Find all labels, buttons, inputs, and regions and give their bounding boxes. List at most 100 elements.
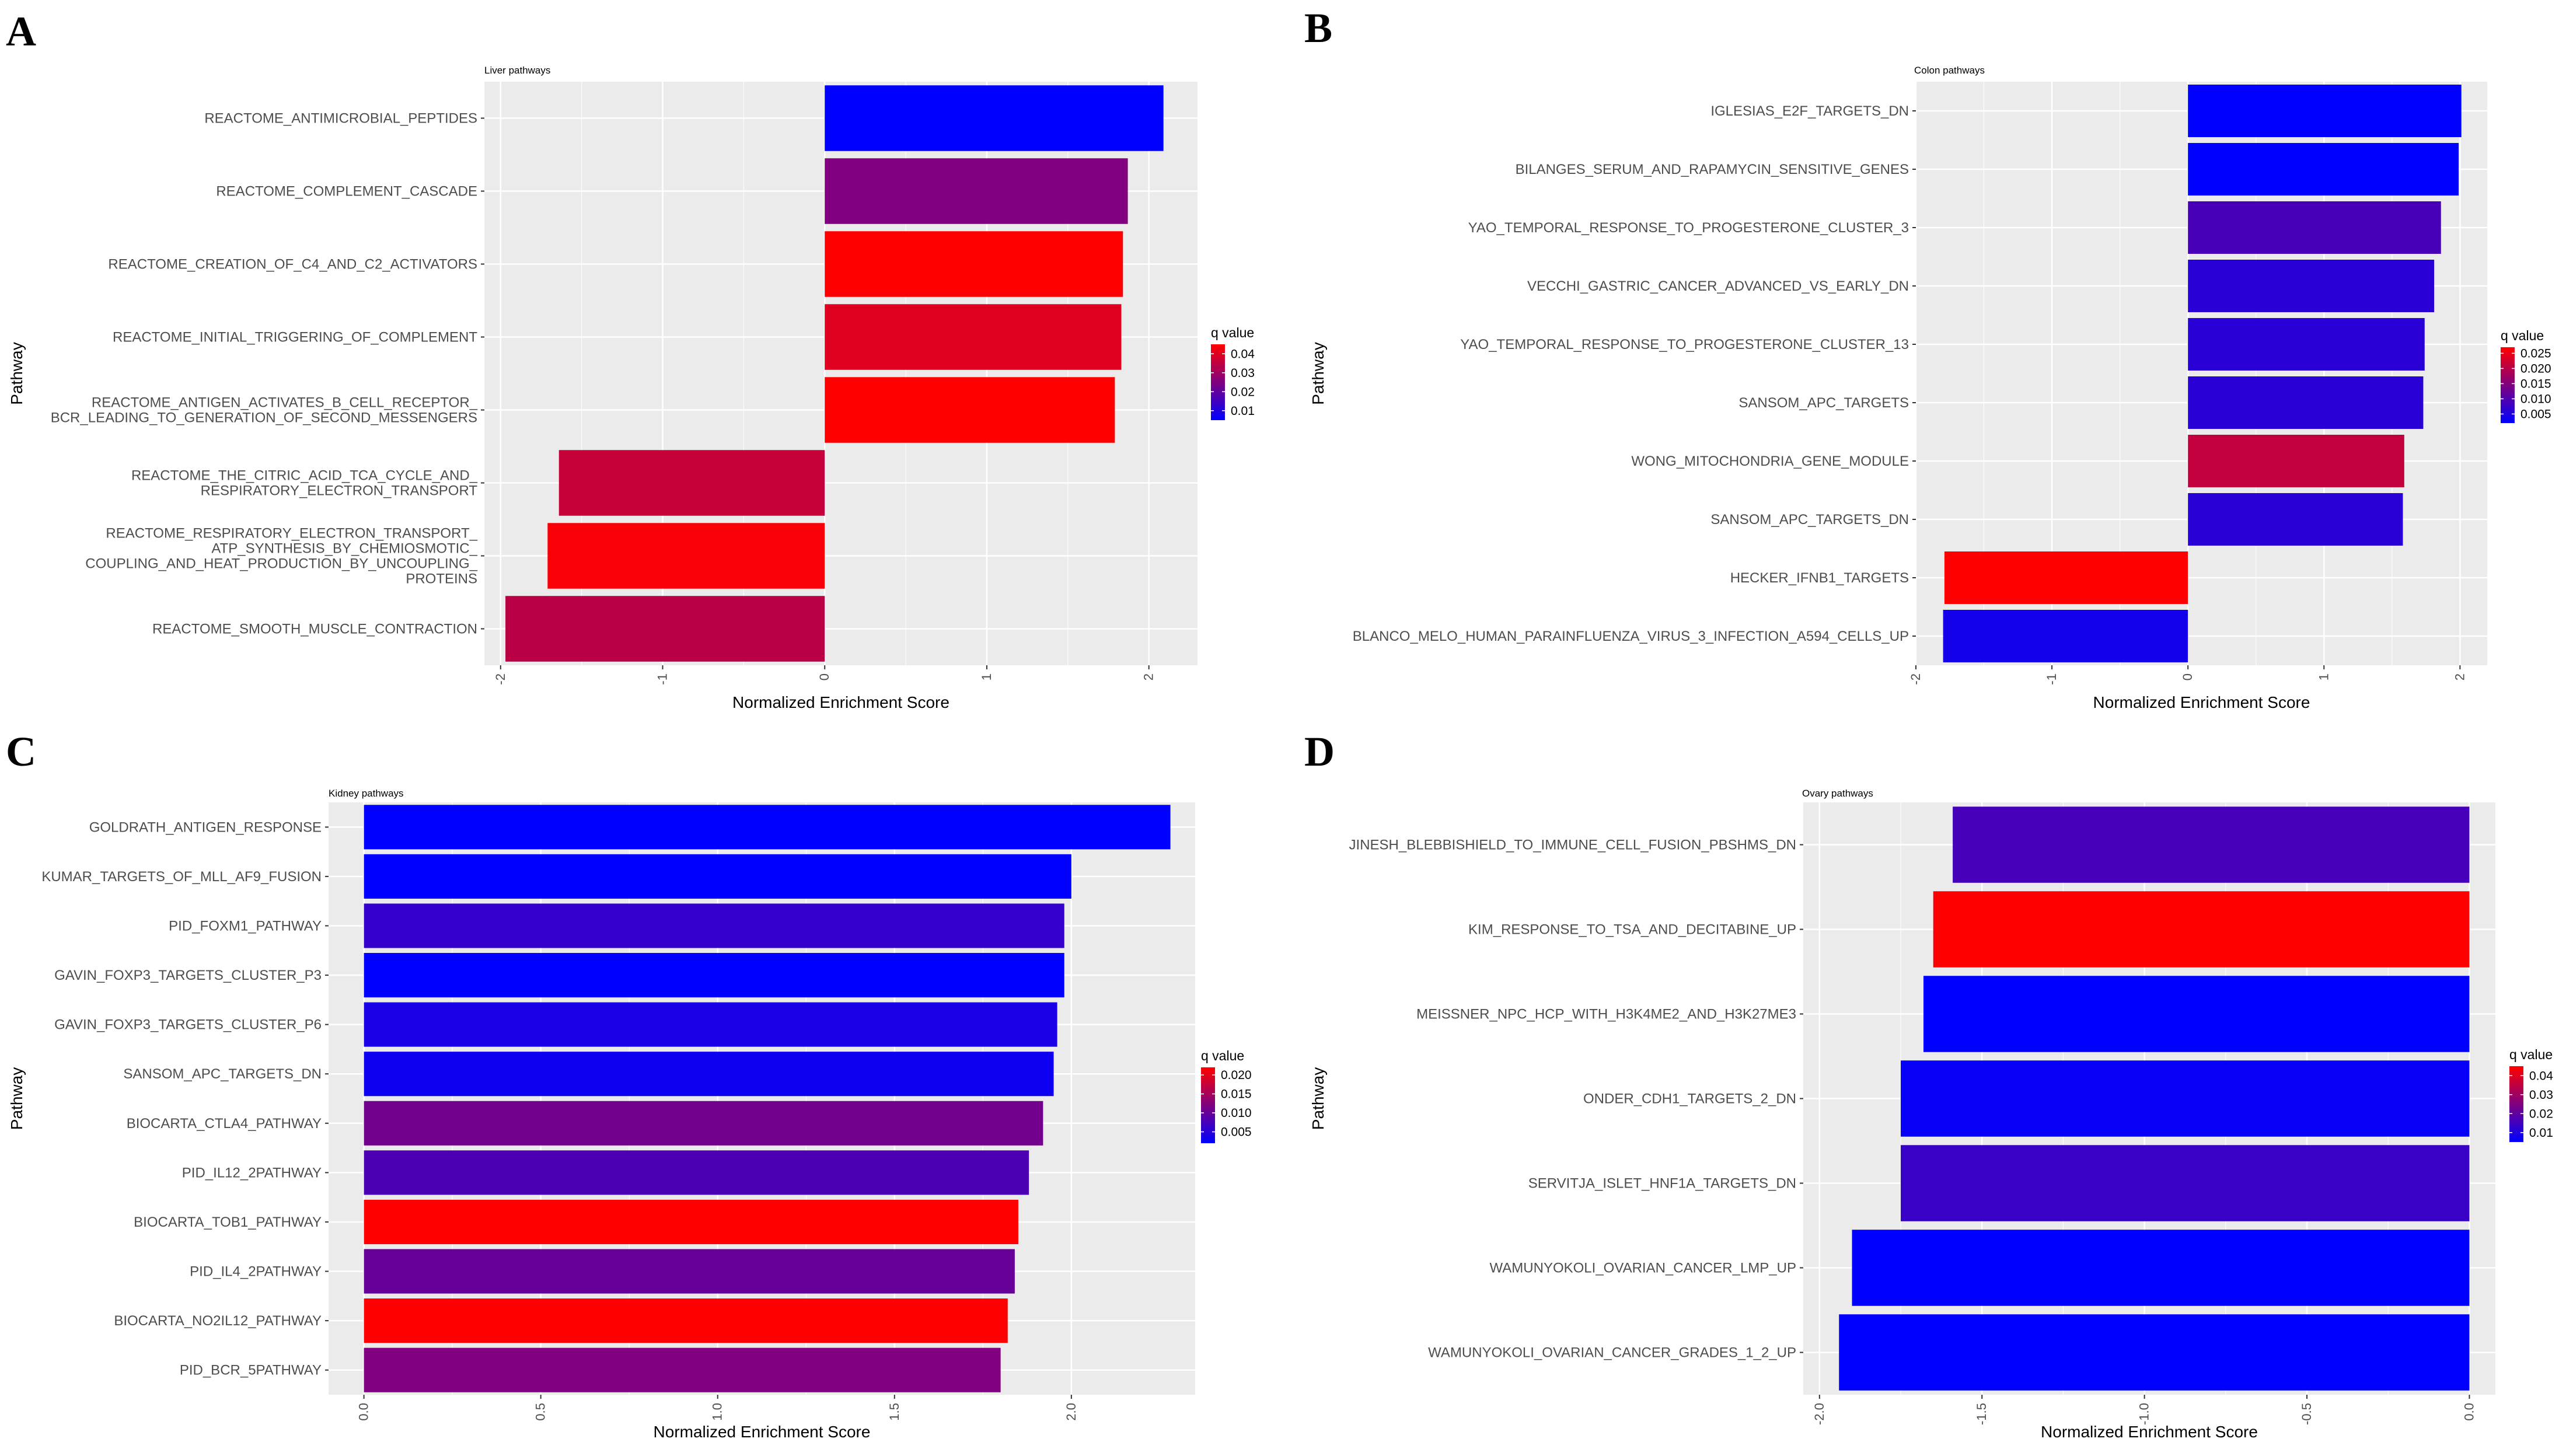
panel-letter-b: B [1304, 5, 1332, 51]
legend-colorbar [2509, 1066, 2523, 1142]
bar-bilanges-serum-and-rapamycin-sensitive-genes [2188, 143, 2459, 195]
bar-sansom-apc-targets-dn [2188, 493, 2403, 546]
legend-label: 0.010 [1221, 1106, 1252, 1120]
panel-a-title: Liver pathways [484, 65, 550, 76]
y-tick-label: REACTOME_THE_CITRIC_ACID_TCA_CYCLE_AND_ R… [131, 468, 478, 499]
y-tick-label: REACTOME_COMPLEMENT_CASCADE [216, 184, 477, 200]
bar-vecchi-gastric-cancer-advanced-vs-early-dn [2188, 260, 2435, 312]
x-tick-label: -1.0 [2137, 1403, 2152, 1425]
panel-letter-a: A [6, 8, 36, 55]
y-tick-label: SANSOM_APC_TARGETS_DN [1710, 512, 1909, 528]
y-tick-label: WAMUNYOKOLI_OVARIAN_CANCER_LMP_UP [1490, 1261, 1796, 1276]
y-tick-label: BIOCARTA_TOB1_PATHWAY [134, 1214, 322, 1230]
bar-reactome-antimicrobial-peptides [825, 85, 1164, 151]
y-tick-label: REACTOME_ANTIGEN_ACTIVATES_B_CELL_RECEPT… [51, 395, 478, 426]
x-tick-label: -0.5 [2299, 1403, 2314, 1425]
x-tick-label: 2.0 [1064, 1403, 1078, 1421]
y-tick-label: JINESH_BLEBBISHIELD_TO_IMMUNE_CELL_FUSIO… [1349, 837, 1796, 853]
legend-label: 0.005 [2520, 407, 2551, 421]
legend-q-value: q value 0.020 0.015 0.010 0.005 [1201, 1048, 1252, 1143]
y-axis-title: Pathway [1309, 1067, 1327, 1130]
y-tick-label: BIOCARTA_NO2IL12_PATHWAY [114, 1313, 322, 1329]
x-tick-label: 0.0 [2462, 1403, 2476, 1421]
x-axis-title: Normalized Enrichment Score [2093, 693, 2310, 711]
y-tick-label: GAVIN_FOXP3_TARGETS_CLUSTER_P3 [54, 968, 322, 983]
panel-c-kidney-pathways: C Kidney pathways GOLDRATH_ANTIGEN_RESPON… [6, 728, 1252, 1441]
y-tick-label: IGLESIAS_E2F_TARGETS_DN [1710, 103, 1909, 119]
legend-label: 0.04 [2529, 1069, 2553, 1083]
y-tick-label: HECKER_IFNB1_TARGETS [1730, 570, 1909, 586]
bar-servitja-islet-hnf1a-targets-dn [1901, 1145, 2470, 1221]
bar-pid-bcr-5pathway [364, 1347, 1001, 1392]
y-tick-label: REACTOME_RESPIRATORY_ELECTRON_TRANSPORT_… [85, 526, 477, 587]
y-tick-label: KIM_RESPONSE_TO_TSA_AND_DECITABINE_UP [1468, 922, 1796, 938]
bar-yao-temporal-response-to-progesterone-cluster-13 [2188, 318, 2425, 371]
legend-title: q value [1211, 325, 1254, 340]
bar-pid-foxm1-pathway [364, 903, 1064, 948]
bar-kumar-targets-of-mll-af9-fusion [364, 854, 1071, 899]
x-axis-title: Normalized Enrichment Score [654, 1423, 871, 1441]
y-tick-label: WAMUNYOKOLI_OVARIAN_CANCER_GRADES_1_2_UP [1428, 1345, 1796, 1361]
panel-d-ovary-pathways: D Ovary pathways JINESH_BLEBBISHIELD_TO_I… [1304, 728, 2553, 1441]
bar-hecker-ifnb1-targets [1944, 551, 2188, 604]
panel-letter-c: C [6, 728, 36, 775]
legend-label: 0.03 [2529, 1088, 2553, 1102]
bar-wamunyokoli-ovarian-cancer-grades-1-2-up [1839, 1314, 2470, 1391]
y-tick-label: REACTOME_CREATION_OF_C4_AND_C2_ACTIVATOR… [108, 257, 477, 273]
x-tick-label: -1 [2044, 673, 2059, 685]
bar-reactome-complement-cascade [825, 158, 1128, 224]
legend-q-value: q value 0.04 0.03 0.02 0.01 [1211, 325, 1255, 420]
bar-reactome-smooth-muscle-contraction [505, 596, 825, 662]
legend-label: 0.01 [2529, 1126, 2553, 1140]
bar-reactome-creation-of-c4-and-c2-activators [825, 231, 1123, 297]
bar-meissner-npc-hcp-with-h3k4me2-and-h3k27me3 [1923, 976, 2470, 1052]
legend-label: 0.02 [1231, 385, 1255, 399]
y-tick-label: KUMAR_TARGETS_OF_MLL_AF9_FUSION [41, 869, 322, 885]
bar-sansom-apc-targets-dn [364, 1052, 1054, 1097]
panel-d-title: Ovary pathways [1802, 788, 1873, 799]
y-tick-label: REACTOME_SMOOTH_MUSCLE_CONTRACTION [152, 621, 477, 637]
legend-label: 0.015 [1221, 1088, 1252, 1101]
panel-a-liver-pathways: A Liver pathways REACTOME_ANTIMICROBIAL_P… [6, 8, 1255, 711]
x-tick-label: 0 [2180, 673, 2195, 680]
y-tick-label: WONG_MITOCHONDRIA_GENE_MODULE [1631, 453, 1909, 469]
y-tick-label: PID_FOXM1_PATHWAY [169, 918, 322, 934]
legend-label: 0.010 [2520, 392, 2551, 406]
legend-title: q value [1201, 1048, 1244, 1063]
x-tick-label: 1 [2316, 673, 2331, 680]
bar-yao-temporal-response-to-progesterone-cluster-3 [2188, 201, 2441, 254]
legend-label: 0.020 [2520, 362, 2551, 375]
y-tick-label: YAO_TEMPORAL_RESPONSE_TO_PROGESTERONE_CL… [1468, 220, 1909, 236]
x-tick-label: 2 [1141, 673, 1156, 680]
legend-colorbar [1211, 344, 1225, 420]
y-tick-label: BLANCO_MELO_HUMAN_PARAINFLUENZA_VIRUS_3_… [1353, 629, 1909, 644]
y-tick-label: BIOCARTA_CTLA4_PATHWAY [127, 1116, 322, 1132]
x-tick-label: 0 [817, 673, 832, 680]
x-tick-label: -2 [1908, 673, 1923, 685]
y-tick-label: PID_BCR_5PATHWAY [180, 1363, 322, 1378]
x-tick-label: -1.5 [1974, 1403, 1989, 1425]
bar-onder-cdh1-targets-2-dn [1901, 1060, 2470, 1137]
y-tick-label: REACTOME_ANTIMICROBIAL_PEPTIDES [204, 111, 477, 127]
legend-title: q value [2509, 1047, 2553, 1062]
bar-biocarta-no2il12-pathway [364, 1298, 1008, 1343]
legend-label: 0.02 [2529, 1107, 2553, 1120]
bar-wong-mitochondria-gene-module [2188, 435, 2404, 487]
y-tick-label: PID_IL12_2PATHWAY [182, 1165, 322, 1181]
bar-pid-il4-2pathway [364, 1249, 1015, 1294]
x-tick-label: -1 [655, 673, 670, 685]
x-tick-label: 2 [2452, 673, 2467, 680]
panel-b-title: Colon pathways [1914, 65, 1985, 76]
y-tick-label: MEISSNER_NPC_HCP_WITH_H3K4ME2_AND_H3K27M… [1416, 1007, 1796, 1022]
y-tick-label: REACTOME_INITIAL_TRIGGERING_OF_COMPLEMEN… [113, 330, 477, 345]
bar-reactome-initial-triggering-of-complement [825, 304, 1122, 370]
panel-c-title: Kidney pathways [329, 788, 404, 799]
legend-colorbar [2501, 347, 2515, 423]
y-tick-label: GOLDRATH_ANTIGEN_RESPONSE [89, 819, 322, 835]
bar-goldrath-antigen-response [364, 805, 1171, 850]
y-tick-label: SANSOM_APC_TARGETS [1738, 395, 1909, 411]
y-tick-label: PID_IL4_2PATHWAY [190, 1264, 322, 1280]
y-tick-label: ONDER_CDH1_TARGETS_2_DN [1583, 1091, 1796, 1107]
bar-jinesh-blebbishield-to-immune-cell-fusion-pbshms-dn [1953, 806, 2470, 883]
